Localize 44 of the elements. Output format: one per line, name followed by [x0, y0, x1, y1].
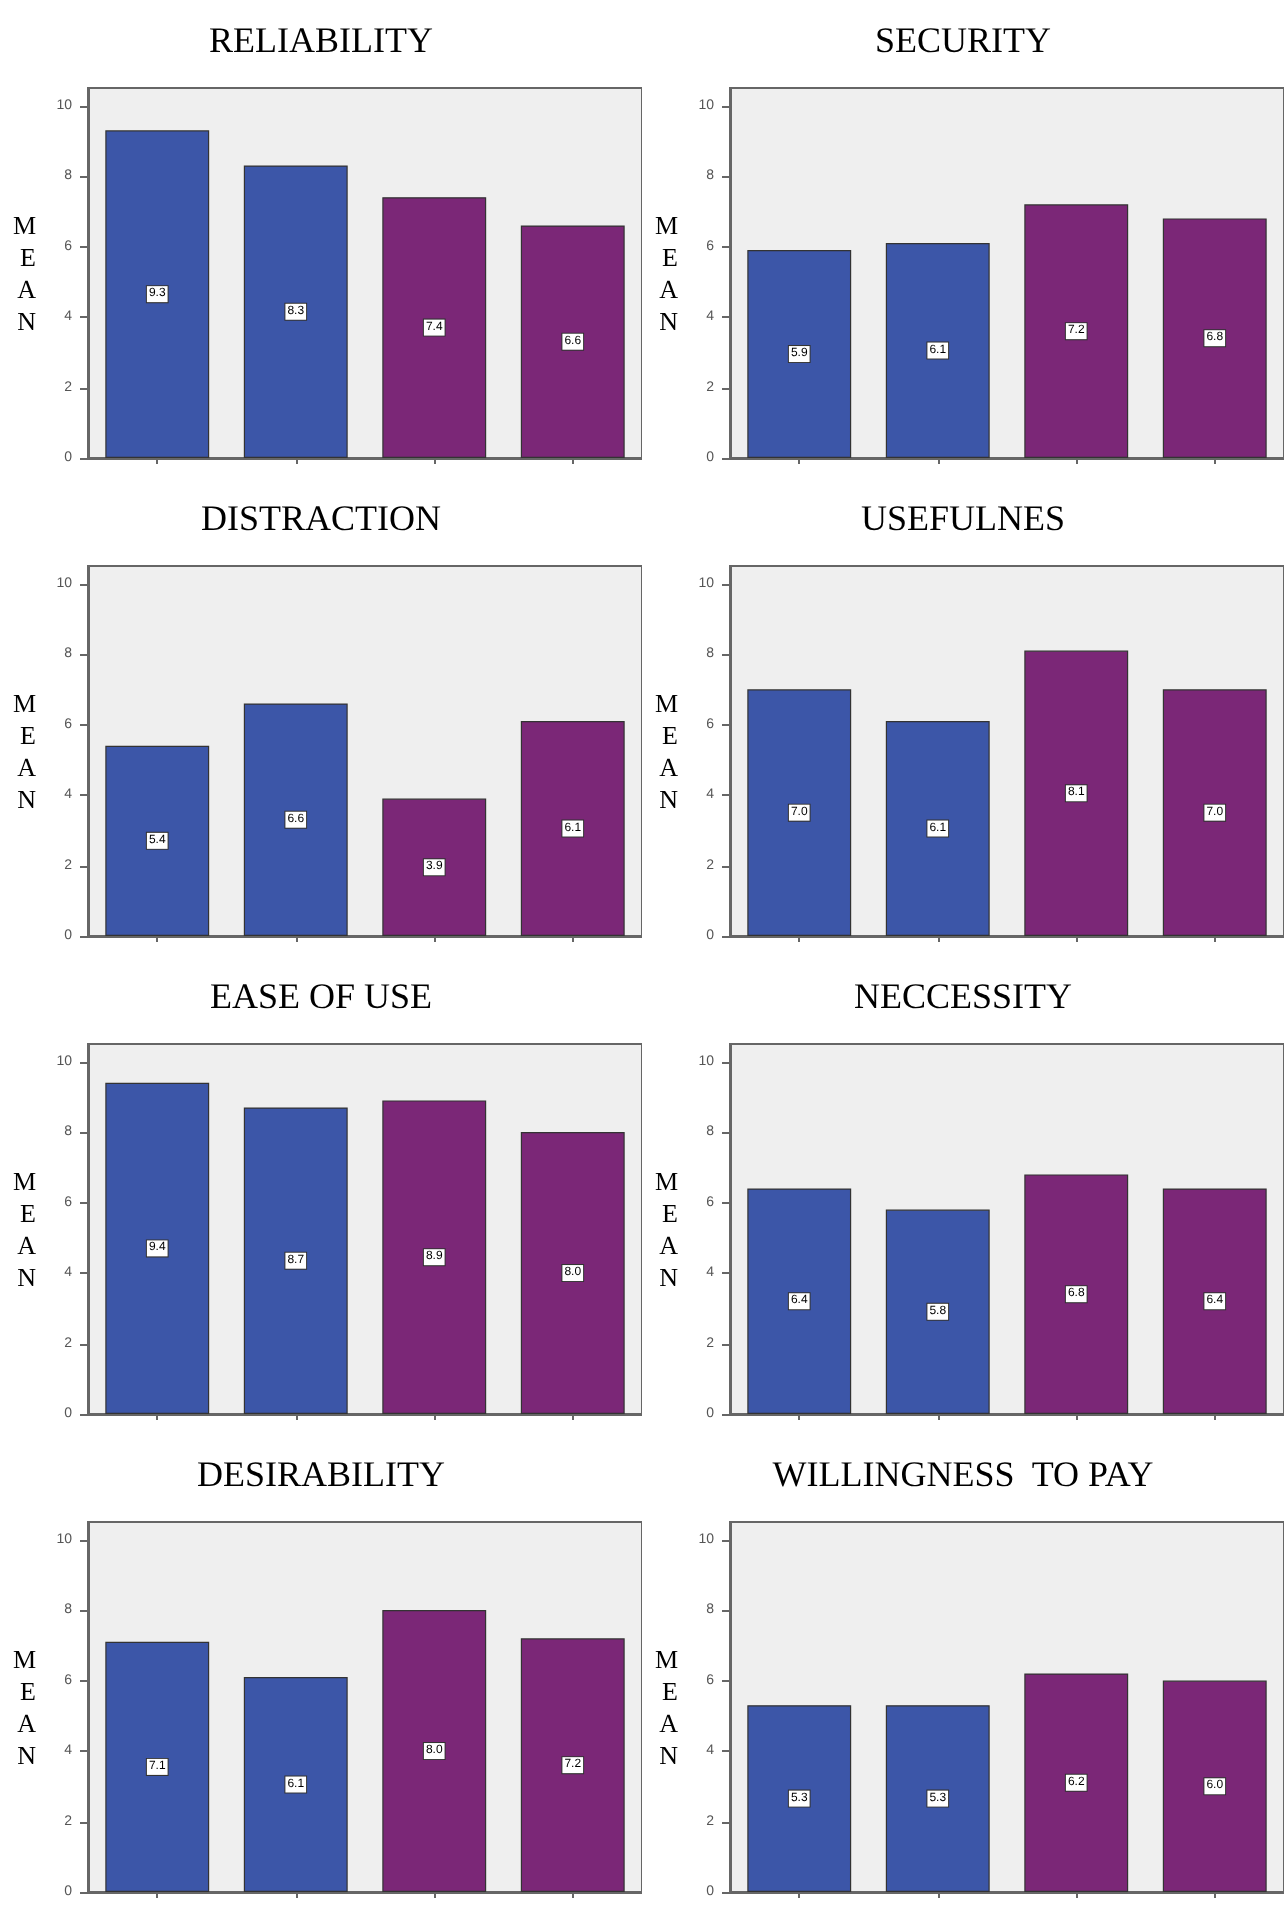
bar: [747, 250, 852, 458]
bar: [520, 721, 625, 936]
chart-title: NECCESSITY: [853, 976, 1073, 1016]
y-axis-title: MEAN: [654, 688, 680, 814]
bar: [747, 689, 852, 936]
chart-title: DESIRABILITY: [197, 1454, 445, 1494]
chart-title: WILLINGNESS TO PAY: [772, 1454, 1154, 1494]
bar: [382, 197, 487, 458]
bar: [885, 721, 990, 936]
chart-title: DISTRACTION: [201, 498, 441, 538]
y-axis-title: MEAN: [654, 1166, 680, 1292]
bar: [520, 1638, 625, 1892]
bar: [105, 745, 210, 936]
bar: [1162, 1188, 1267, 1414]
bar: [885, 243, 990, 458]
bar: [243, 1677, 348, 1892]
bar: [382, 798, 487, 936]
bar: [1162, 1680, 1267, 1892]
y-axis-title: MEAN: [654, 1644, 680, 1770]
bar: [1024, 204, 1129, 458]
bar: [1024, 650, 1129, 936]
y-axis-title: MEAN: [12, 688, 38, 814]
chart-title: RELIABILITY: [209, 20, 433, 60]
bar: [105, 130, 210, 458]
y-axis-title: MEAN: [12, 1166, 38, 1292]
chart-title: USEFULNES: [860, 498, 1066, 538]
y-axis-title: MEAN: [12, 1644, 38, 1770]
bar: [243, 703, 348, 936]
y-axis-title: MEAN: [12, 210, 38, 336]
bar: [105, 1641, 210, 1892]
bar: [520, 225, 625, 458]
bar: [1162, 218, 1267, 458]
bar: [885, 1209, 990, 1414]
bar: [1162, 689, 1267, 936]
bar: [1024, 1174, 1129, 1414]
bar: [243, 165, 348, 458]
bar: [382, 1610, 487, 1892]
chart-title: EASE OF USE: [209, 976, 433, 1016]
y-axis-title: MEAN: [654, 210, 680, 336]
bar: [747, 1188, 852, 1414]
bar: [885, 1705, 990, 1892]
bar: [747, 1705, 852, 1892]
bar: [1024, 1673, 1129, 1892]
chart-title: SECURITY: [874, 20, 1052, 60]
